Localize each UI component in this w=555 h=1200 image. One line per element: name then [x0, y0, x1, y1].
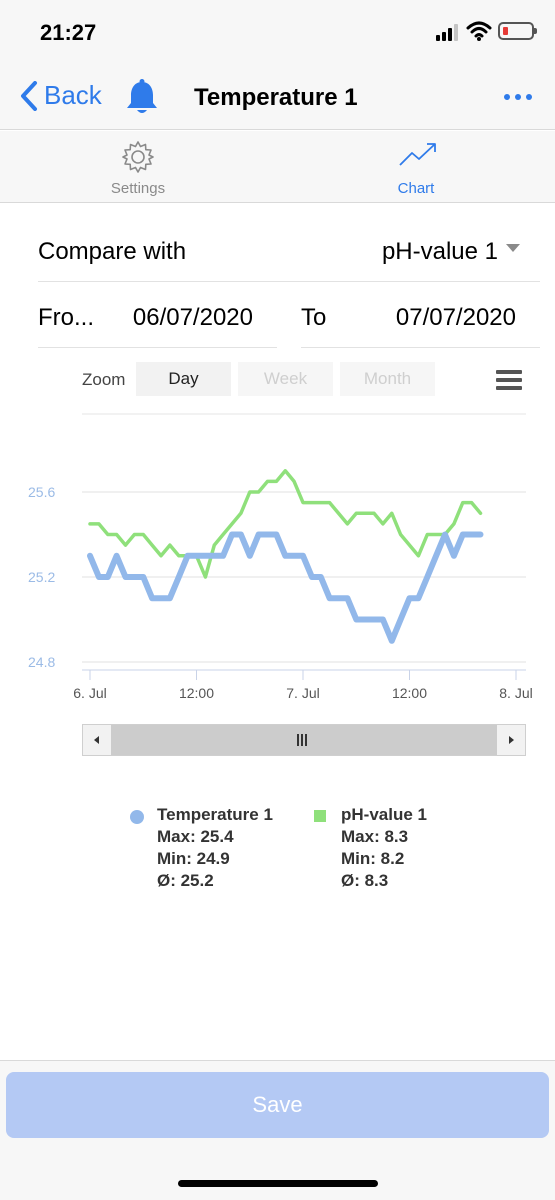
dropdown-arrow-icon [506, 244, 520, 252]
y-tick-label: 24.8 [28, 654, 55, 670]
legend-ph-avg: Ø: 8.3 [341, 871, 389, 890]
compare-label: Compare with [38, 238, 187, 265]
x-axis: 6. Jul 12:00 7. Jul 12:00 8. Jul [73, 669, 533, 701]
compare-with-selector[interactable]: Compare with pH-value 1 [38, 218, 540, 282]
legend-temp-max: Max: 25.4 [157, 827, 234, 846]
arrow-right-icon [509, 736, 514, 744]
save-button[interactable]: Save [6, 1072, 549, 1138]
zoom-bar: Zoom Day Week Month [82, 362, 524, 396]
legend-ph-name: pH-value 1 [341, 805, 427, 824]
tab-settings[interactable]: Settings [68, 137, 208, 199]
battery-icon [498, 22, 537, 40]
signal-icon [436, 24, 458, 41]
zoom-day-button[interactable]: Day [136, 362, 231, 396]
legend-temp-min: Min: 24.9 [157, 849, 230, 868]
legend-temp-avg: Ø: 25.2 [157, 871, 214, 890]
y-tick-label: 25.2 [28, 569, 55, 585]
from-date-field[interactable]: Fro... 06/07/2020 [38, 284, 277, 348]
zoom-week-button[interactable]: Week [238, 362, 333, 396]
date-range: Fro... 06/07/2020 To 07/07/2020 [38, 284, 540, 348]
compare-value: pH-value 1 [381, 238, 498, 265]
x-tick-label: 12:00 [392, 685, 427, 701]
series-line-temperature[interactable] [87, 531, 484, 644]
y-axis-labels: 25.6 25.2 24.8 [28, 484, 55, 670]
grip-icon [297, 734, 307, 746]
legend-ph-max: Max: 8.3 [341, 827, 409, 846]
gear-icon [122, 141, 154, 173]
x-tick-label: 7. Jul [286, 685, 319, 701]
chart-navigator-scrollbar[interactable] [82, 724, 526, 756]
more-options-button[interactable] [504, 94, 532, 100]
zoom-label: Zoom [82, 370, 126, 389]
back-label: Back [44, 80, 102, 110]
x-tick-label: 6. Jul [73, 685, 106, 701]
to-date-field[interactable]: To 07/07/2020 [301, 284, 540, 348]
y-tick-label: 25.6 [28, 484, 55, 500]
tab-chart-label: Chart [397, 180, 435, 197]
from-value: 06/07/2020 [132, 304, 253, 331]
from-label: Fro... [38, 304, 95, 331]
chart-menu-icon[interactable] [496, 370, 522, 394]
chart-grid [82, 491, 526, 663]
square-marker-icon [314, 810, 326, 822]
to-label: To [301, 304, 327, 331]
status-time: 21:27 [40, 20, 97, 45]
arrow-left-icon [94, 736, 99, 744]
wifi-icon [466, 21, 492, 41]
dot-icon [504, 94, 510, 100]
circle-marker-icon [130, 810, 144, 824]
bell-icon[interactable] [124, 78, 160, 116]
tab-settings-label: Settings [110, 180, 166, 197]
x-tick-label: 12:00 [179, 685, 214, 701]
legend-ph-min: Min: 8.2 [341, 849, 405, 868]
tab-bar: Settings Chart [0, 131, 555, 203]
status-bar: 21:27 [0, 0, 555, 64]
home-indicator [178, 1180, 378, 1187]
chevron-left-icon [21, 80, 37, 111]
zoom-month-button[interactable]: Month [340, 362, 435, 396]
tab-chart[interactable]: Chart [346, 137, 486, 199]
dot-icon [526, 94, 532, 100]
page-title: Temperature 1 [194, 84, 358, 111]
scroll-right-button[interactable] [497, 725, 525, 755]
chart-series [87, 469, 484, 644]
series-line-ph[interactable] [88, 469, 483, 579]
legend-temp-name: Temperature 1 [157, 805, 273, 824]
chart-trend-icon [399, 143, 436, 166]
dot-icon [515, 94, 521, 100]
to-value: 07/07/2020 [395, 304, 516, 331]
back-button[interactable]: Back [20, 80, 102, 111]
navigation-bar: Back Temperature 1 [0, 64, 555, 130]
scroll-left-button[interactable] [83, 725, 111, 755]
scroll-thumb[interactable] [111, 725, 497, 755]
x-tick-label: 8. Jul [499, 685, 532, 701]
line-chart: 25.6 25.2 24.8 6. Jul 12:00 7. Jul 12:00 8. Ju… [28, 413, 533, 701]
